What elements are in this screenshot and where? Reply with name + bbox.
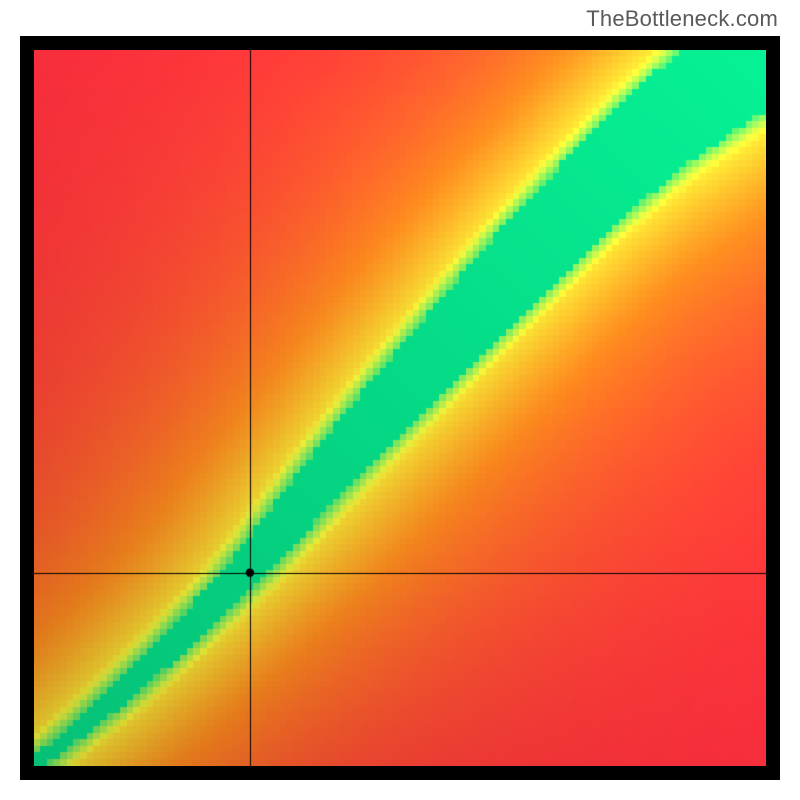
- bottleneck-heatmap: [34, 50, 766, 766]
- watermark-text: TheBottleneck.com: [586, 6, 778, 32]
- chart-frame: [20, 36, 780, 780]
